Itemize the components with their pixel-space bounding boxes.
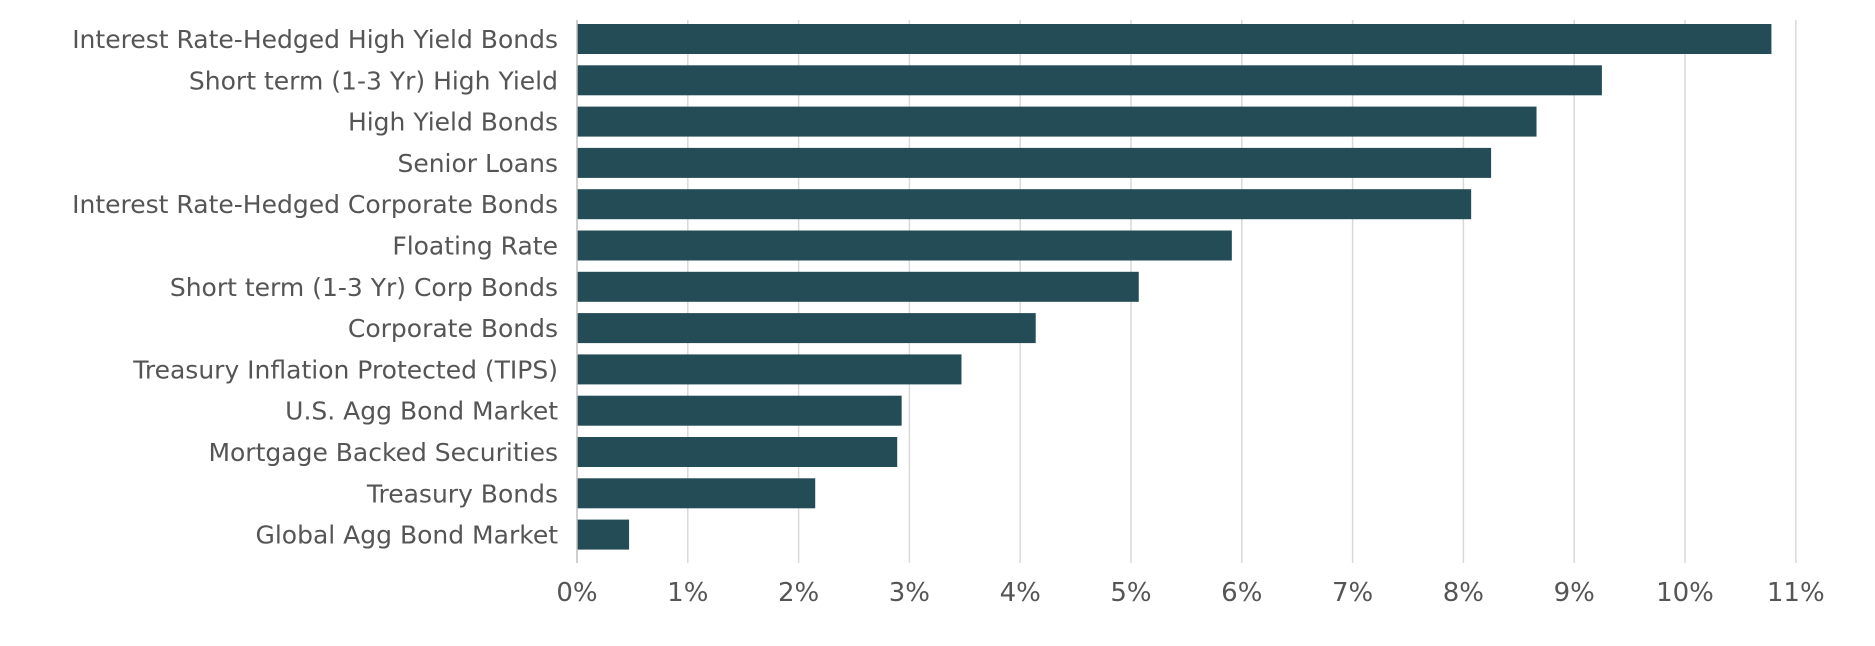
x-tick-label: 6% (1221, 578, 1262, 608)
x-tick-label: 7% (1332, 578, 1373, 608)
category-label: Treasury Bonds (366, 479, 558, 508)
category-label: Corporate Bonds (348, 314, 558, 343)
category-label: High Yield Bonds (348, 108, 558, 137)
x-tick-label: 4% (1000, 578, 1041, 608)
bar (577, 313, 1036, 344)
category-label: Mortgage Backed Securities (208, 438, 558, 467)
x-tick-label: 3% (889, 578, 930, 608)
bar (577, 395, 902, 426)
category-label: U.S. Agg Bond Market (285, 397, 558, 426)
category-label: Global Agg Bond Market (255, 521, 558, 550)
bar (577, 106, 1537, 137)
bar (577, 24, 1772, 54)
bar (577, 271, 1139, 302)
category-label: Treasury Inflation Protected (TIPS) (132, 355, 558, 384)
bar (577, 354, 962, 385)
x-tick-label: 10% (1656, 578, 1714, 608)
category-label: Senior Loans (397, 149, 558, 178)
bar (577, 65, 1602, 96)
bars (577, 24, 1772, 550)
x-tick-label: 2% (778, 578, 819, 608)
category-label: Interest Rate-Hedged Corporate Bonds (72, 190, 558, 219)
x-tick-label: 8% (1443, 578, 1484, 608)
bar (577, 147, 1492, 178)
x-tick-label: 0% (556, 578, 597, 608)
x-tick-label: 11% (1767, 578, 1825, 608)
x-tick-label: 5% (1110, 578, 1151, 608)
category-label: Floating Rate (392, 232, 558, 261)
bar (577, 230, 1232, 261)
category-label: Short term (1-3 Yr) Corp Bonds (170, 273, 558, 302)
category-label: Short term (1-3 Yr) High Yield (189, 66, 558, 95)
x-axis-tick-labels: 0% 1% 2% 3% 4% 5% 6% 7% 8% 9% 10% 11% (556, 578, 1824, 608)
bar (577, 437, 898, 467)
x-tick-label: 1% (667, 578, 708, 608)
bar (577, 189, 1472, 220)
bar (577, 478, 816, 509)
category-labels: Interest Rate-Hedged High Yield Bonds Sho… (72, 25, 558, 550)
x-tick-label: 9% (1554, 578, 1595, 608)
bar (577, 519, 630, 550)
category-label: Interest Rate-Hedged High Yield Bonds (72, 25, 558, 54)
